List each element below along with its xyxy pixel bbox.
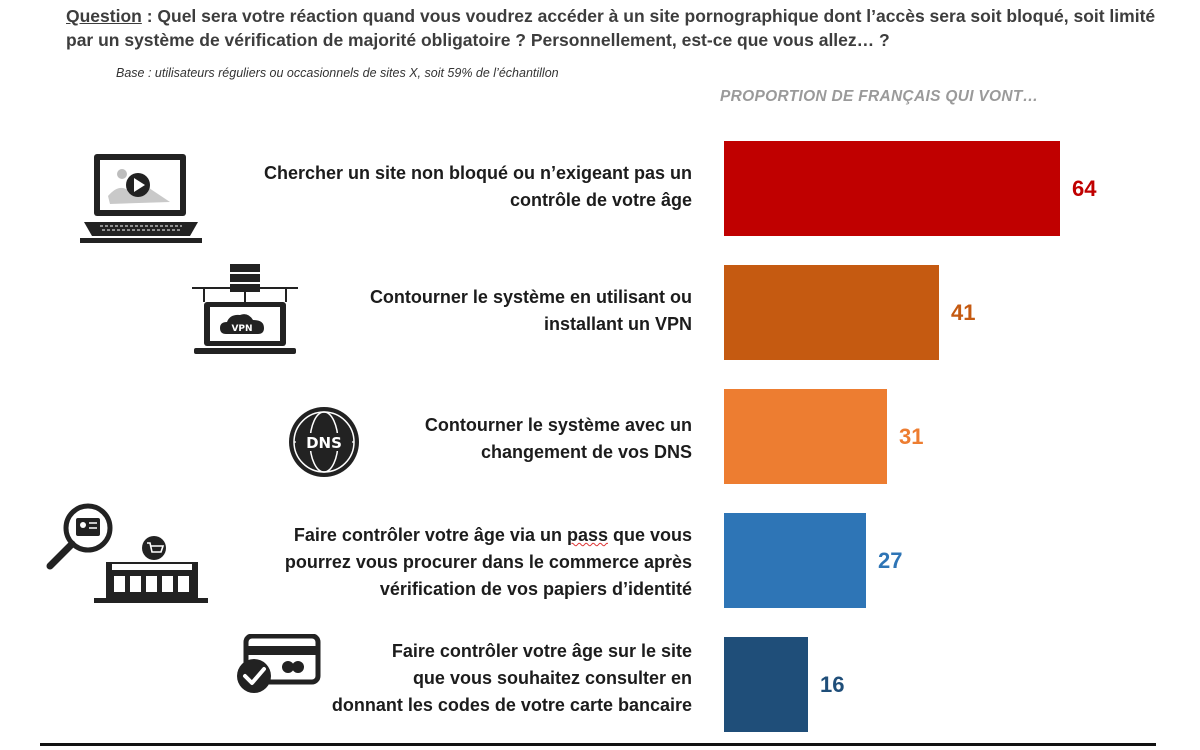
row-label-line: vérification de vos papiers d’identité	[379, 579, 692, 599]
bar-5	[724, 637, 808, 732]
row-label-line: Chercher un site non bloqué ou n’exigean…	[263, 163, 692, 183]
laptop-video-icon	[80, 154, 202, 243]
row-label-line: contrôle de votre âge	[509, 190, 692, 210]
row-label-line: installant un VPN	[543, 314, 692, 334]
question-text: Question : Quel sera votre réaction quan…	[66, 4, 1176, 52]
bar-3	[724, 389, 887, 484]
row-label-pass: Faire contrôler votre âge via un pass qu…	[172, 522, 692, 603]
row-label-line: Contourner le système en utilisant ou	[369, 287, 692, 307]
bar-value-label: 41	[951, 299, 976, 325]
bar-4	[724, 513, 866, 608]
bar-value-label: 27	[878, 547, 903, 573]
row-label-vpn: Contourner le système en utilisant ou in…	[172, 284, 692, 338]
vpn-laptop-icon: VPN	[192, 264, 298, 354]
bar-2	[724, 265, 939, 360]
row-label-line: que vous souhaitez consulter en	[412, 668, 692, 688]
bar-value-label: 16	[820, 671, 845, 697]
row-label-dns: Contourner le système avec un changement…	[172, 412, 692, 466]
bar-value-label: 64	[1072, 175, 1097, 201]
svg-text:DNS: DNS	[306, 434, 342, 452]
row-label-search-site: Chercher un site non bloqué ou n’exigean…	[172, 160, 692, 214]
question-label: Question	[66, 6, 142, 26]
credit-card-check-icon	[237, 634, 321, 693]
row-label-line: pourrez vous procurer dans le commerce a…	[284, 552, 692, 572]
chart-title: PROPORTION DE FRANÇAIS QUI VONT…	[720, 88, 1039, 105]
row-label-line: changement de vos DNS	[480, 442, 692, 462]
dns-globe-icon: DNS	[289, 407, 359, 477]
row-label-card: Faire contrôler votre âge sur le site qu…	[172, 638, 692, 719]
row-label-line: Faire contrôler votre âge via un pass qu…	[293, 525, 692, 545]
bar-value-label: 31	[899, 423, 924, 449]
base-note: Base : utilisateurs réguliers ou occasio…	[116, 66, 559, 80]
row-label-line: Faire contrôler votre âge sur le site	[391, 641, 692, 661]
bar-1	[724, 141, 1060, 236]
id-check-store-icon	[46, 503, 208, 603]
row-label-line: donnant les codes de votre carte bancair…	[331, 695, 692, 715]
svg-text:VPN: VPN	[231, 324, 252, 334]
question-body: : Quel sera votre réaction quand vous vo…	[66, 6, 1156, 50]
row-label-line: Contourner le système avec un	[424, 415, 692, 435]
bottom-rule	[40, 743, 1156, 746]
